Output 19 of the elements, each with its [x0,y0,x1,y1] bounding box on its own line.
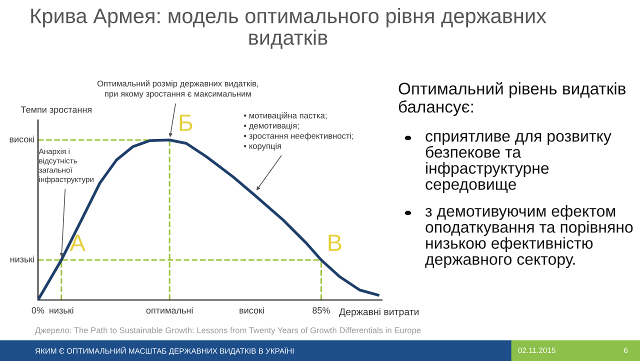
y-axis-title: Темпи зростання [21,106,92,115]
ref-line-label: низькі [10,256,34,262]
annotation: В [328,234,342,251]
annotation: • мотиваційна пастка; • демотивація; • зростання неефективності; • корупція [244,112,354,151]
text: Джерело: The Path to Sustainable Growth: Lessons from Twenty Years of Growth Differentials in Europe [35,327,421,335]
annotation: Оптимальний розмір державних видатків, при якому зростання є максимальним [97,80,258,98]
x-tick-label: високі [240,306,264,314]
x-tick-label: 85% [312,307,330,314]
x-tick-label: низькі [50,306,74,314]
x-axis-title: Державні витрати [339,308,419,318]
x-tick-label: 0% [32,307,44,314]
ref-line-label: високі [10,136,34,142]
x-tick-label: оптимальні [146,306,193,314]
annotation: Б [180,114,192,131]
chart-title: Крива Армея: модель оптимального рівня державних видатків [31,8,546,49]
text: сприятливе для розвитку безпекове та інфраструктурне середовище [426,132,612,194]
annotation: А [70,234,86,251]
text: Оптимальний рівень видатків балансує: [398,82,626,116]
text: з демотивуючим ефектом оподаткування та порівняно низькою ефективністю державного сектору. [425,205,633,268]
